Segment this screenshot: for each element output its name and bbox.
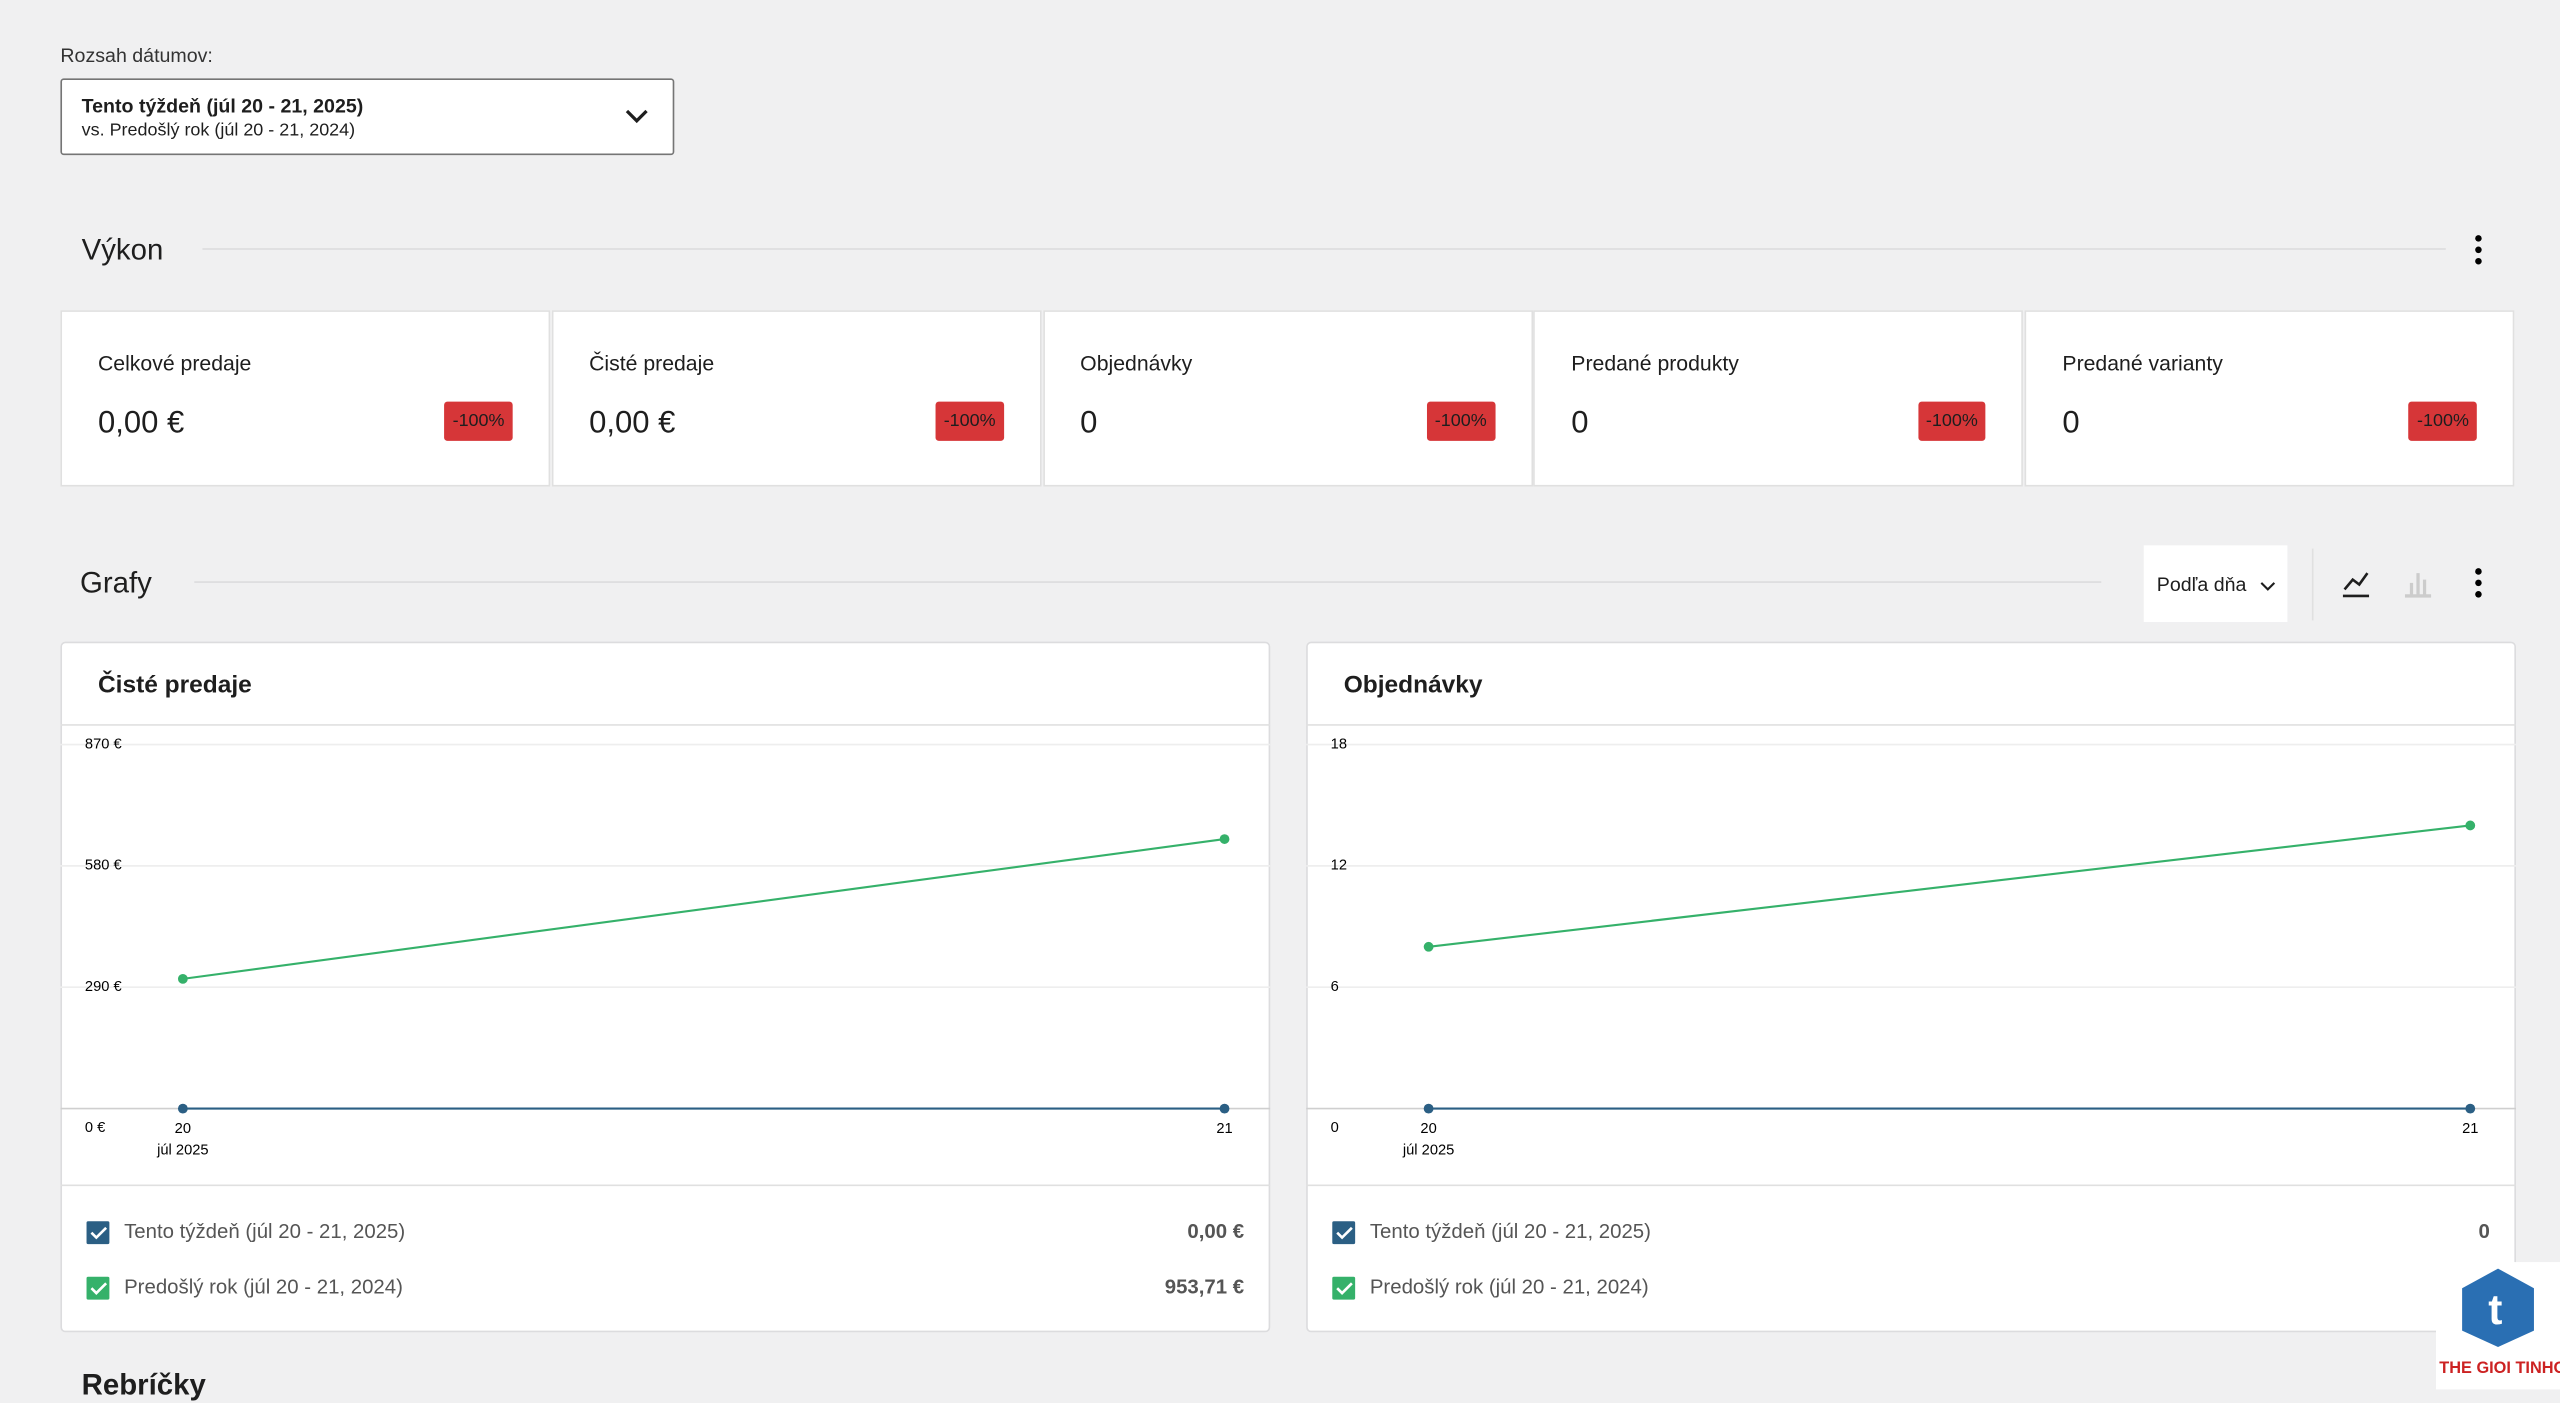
legend-checkbox[interactable] xyxy=(86,1221,110,1245)
legend-total: 953,71 € xyxy=(1165,1277,1244,1299)
y-tick-label: 0 € xyxy=(85,1120,105,1136)
point xyxy=(1219,1103,1230,1114)
kpi-delta: -100% xyxy=(444,401,513,441)
chart-title: Objednávky xyxy=(1343,671,1483,699)
interval-select[interactable]: Podľa dňa xyxy=(2143,545,2288,623)
kpi-delta: -100% xyxy=(1917,401,1987,441)
check xyxy=(90,1282,108,1295)
kpi-value: 0,00 € xyxy=(589,406,676,441)
legend-total: 0,00 € xyxy=(1187,1221,1244,1243)
x-tick-label: 20 xyxy=(175,1121,191,1137)
check xyxy=(90,1226,108,1240)
bar-chart-toggle[interactable] xyxy=(2402,567,2435,600)
more-menu[interactable] xyxy=(2465,233,2491,269)
divider xyxy=(202,248,2446,250)
kpi-delta: -100% xyxy=(2408,401,2478,441)
date-range-primary: Tento týždeň (júl 20 - 21, 2025) xyxy=(81,94,364,118)
point xyxy=(1423,941,1434,952)
legend-label: Tento týždeň (júl 20 - 21, 2025) xyxy=(1370,1221,1651,1243)
chart: 0 € 290 € 580 € 870 € 20 21 júl 2025 Predošlý r… xyxy=(60,724,1271,1300)
kpi-value: 0,00 € xyxy=(97,406,185,441)
point xyxy=(177,1103,188,1114)
series-line xyxy=(1428,824,2471,948)
legend-label: Predošlý rok (júl 20 - 21, 2024) xyxy=(1370,1277,1649,1299)
line-chart-toggle[interactable] xyxy=(2340,567,2373,600)
more-menu[interactable] xyxy=(2465,567,2491,603)
watermark-text: THE GIOI TINHOC xyxy=(2439,1360,2560,1378)
kpi-label: Objednávky xyxy=(1080,351,1193,376)
chart-title: Čisté predaje xyxy=(97,671,252,699)
svg-text:t: t xyxy=(2488,1286,2502,1333)
y-tick-label: 870 € xyxy=(85,736,122,752)
chart-card: Čisté predaje 0 € 290 € 580 € 870 € 20 21 júl 2… xyxy=(60,641,1271,1333)
point xyxy=(1423,1103,1434,1114)
kpi-card[interactable]: Predané varianty 0 -100% xyxy=(2024,310,2515,487)
kpi-delta: -100% xyxy=(1426,401,1495,441)
y-tick-label: 12 xyxy=(1331,858,1347,874)
section-title: Grafy xyxy=(80,566,152,600)
y-tick-label: 18 xyxy=(1331,736,1347,752)
x-tick-sublabel: júl 2025 xyxy=(1402,1142,1454,1158)
date-range-select[interactable]: Tento týždeň (júl 20 - 21, 2025) vs. Pre… xyxy=(60,78,675,156)
y-tick-label: 290 € xyxy=(85,979,122,995)
y-tick-label: 580 € xyxy=(85,858,122,874)
date-range-label: Rozsah dátumov: xyxy=(60,44,213,67)
x-tick-label: 21 xyxy=(2462,1121,2478,1137)
chevron xyxy=(2260,582,2276,591)
y-tick-label: 0 xyxy=(1331,1120,1339,1136)
chart-card: Objednávky 0 6 12 18 20 21 júl 2025 Predošlý rok… xyxy=(1306,641,2516,1333)
legend-checkbox[interactable] xyxy=(1332,1276,1356,1300)
section-title: Výkon xyxy=(81,233,164,267)
point xyxy=(2465,1103,2476,1114)
x-tick-sublabel: júl 2025 xyxy=(156,1142,208,1158)
kpi-label: Predané varianty xyxy=(2062,351,2223,376)
kpi-value: 0 xyxy=(1571,406,1589,441)
point xyxy=(177,973,188,984)
kpi-value: 0 xyxy=(1080,406,1098,441)
kpi-label: Celkové predaje xyxy=(97,351,252,376)
logo: t xyxy=(2462,1268,2534,1347)
divider xyxy=(2311,548,2314,621)
kpi-delta: -100% xyxy=(935,401,1004,441)
legend-checkbox[interactable] xyxy=(86,1276,110,1300)
legend-label: Tento týždeň (júl 20 - 21, 2025) xyxy=(124,1221,405,1243)
interval-label: Podľa dňa xyxy=(2156,573,2247,596)
kpi-card[interactable]: Objednávky 0 -100% xyxy=(1042,310,1533,487)
kpi-label: Čisté predaje xyxy=(589,351,715,376)
x-tick-label: 20 xyxy=(1420,1121,1436,1137)
chart: 0 6 12 18 20 21 júl 2025 Predošlý rok (júl 20 -… xyxy=(1306,724,2516,1300)
kpi-card[interactable]: Celkové predaje 0,00 € -100% xyxy=(60,310,551,487)
check xyxy=(1336,1226,1353,1240)
y-tick-label: 6 xyxy=(1331,979,1339,995)
date-range-secondary: vs. Predošlý rok (júl 20 - 21, 2024) xyxy=(81,120,356,141)
kpi-label: Predané produkty xyxy=(1571,351,1739,376)
chevron xyxy=(625,109,648,124)
point xyxy=(2465,820,2476,831)
series-line xyxy=(182,838,1225,980)
watermark: t THE GIOI TINHOC xyxy=(2435,1262,2560,1390)
divider xyxy=(194,581,2102,583)
legend-checkbox[interactable] xyxy=(1332,1221,1356,1245)
legend-label: Predošlý rok (júl 20 - 21, 2024) xyxy=(124,1277,403,1299)
kpi-value: 0 xyxy=(2062,406,2080,441)
kpi-card[interactable]: Čisté predaje 0,00 € -100% xyxy=(551,310,1042,487)
section-title: Rebríčky xyxy=(81,1368,206,1401)
x-tick-label: 21 xyxy=(1216,1121,1232,1137)
kpi-card[interactable]: Predané produkty 0 -100% xyxy=(1533,310,2024,487)
legend-total: 0 xyxy=(2479,1221,2490,1243)
check xyxy=(1336,1282,1353,1295)
point xyxy=(1219,834,1230,844)
